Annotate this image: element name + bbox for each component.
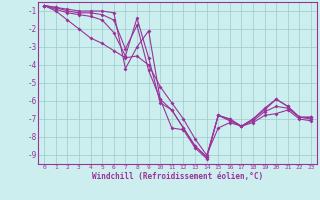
X-axis label: Windchill (Refroidissement éolien,°C): Windchill (Refroidissement éolien,°C): [92, 172, 263, 181]
